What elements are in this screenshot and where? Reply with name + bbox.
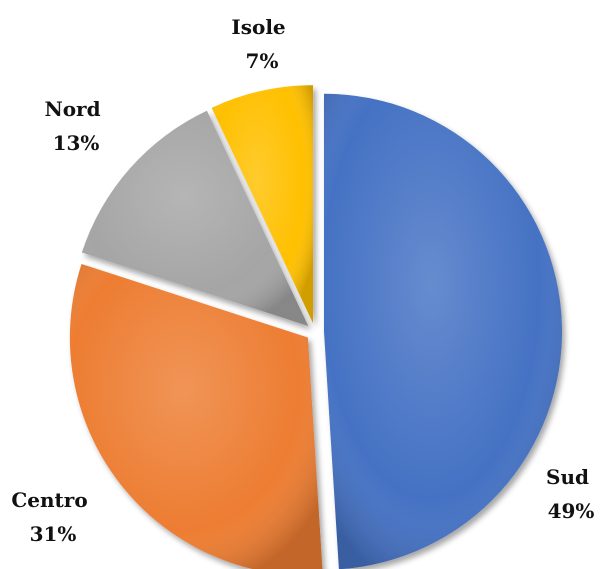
slice-value-sud: 49% — [548, 499, 595, 523]
pie-slice-shading-nord — [81, 110, 309, 327]
slice-value-isole: 7% — [246, 49, 279, 73]
slice-name-sud: Sud — [546, 465, 589, 489]
slice-name-centro: Centro — [11, 488, 87, 512]
pie-slices — [69, 85, 562, 569]
slice-label-isole: Isole 7% — [231, 15, 292, 73]
slice-name-isole: Isole — [231, 15, 285, 39]
pie-slice-shading-centro — [69, 263, 323, 569]
slice-label-nord: Nord 13% — [44, 97, 107, 155]
pie-labels: Sud 49% Centro 31% Nord 13% Isole 7% — [11, 15, 596, 546]
slice-label-sud: Sud 49% — [546, 465, 596, 523]
slice-value-nord: 13% — [53, 131, 100, 155]
pie-slice-shading-sud — [323, 93, 562, 569]
pie-slice-shading-isole — [211, 85, 314, 324]
slice-value-centro: 31% — [30, 522, 77, 546]
slice-name-nord: Nord — [44, 97, 100, 121]
slice-label-centro: Centro 31% — [11, 488, 94, 546]
